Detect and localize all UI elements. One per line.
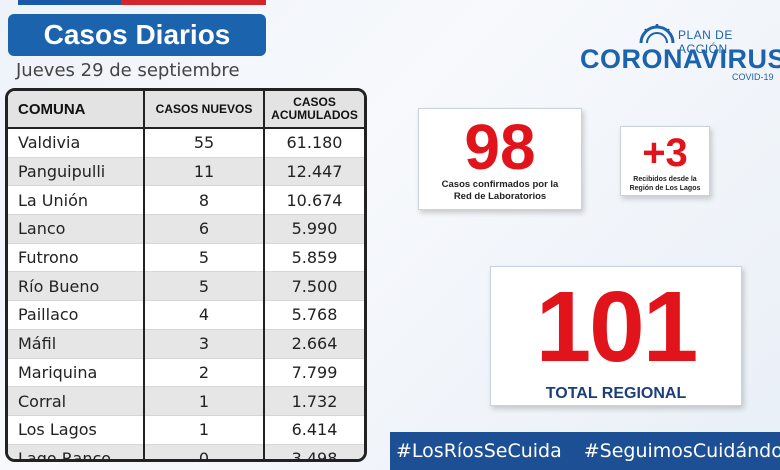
cell-casos-acumulados: 7.500	[264, 271, 364, 302]
cell-comuna: Paillaco	[8, 300, 145, 330]
lab-cases-card: 98 Casos confirmados por la Red de Labor…	[418, 108, 582, 210]
cell-casos-acumulados: 6.414	[264, 415, 364, 445]
cell-comuna: Los Lagos	[8, 415, 145, 445]
table-row: Panguipulli 11 12.447	[8, 157, 364, 187]
table-row: Futrono 5 5.859	[8, 243, 364, 273]
cell-comuna: Panguipulli	[8, 157, 145, 187]
cell-casos-nuevos: 11	[144, 157, 265, 187]
column-header-acumulados-line2: ACUMULADOS	[271, 108, 358, 122]
cell-casos-acumulados: 1.732	[264, 386, 364, 416]
cell-casos-nuevos: 0	[144, 444, 265, 459]
external-cases-label-line2: Región de Los Lagos	[629, 185, 701, 192]
table-row: Corral 1 1.732	[8, 386, 364, 416]
virus-icon	[639, 24, 675, 44]
lab-cases-label: Casos confirmados por la Red de Laborato…	[419, 179, 581, 203]
external-cases-card: +3 Recibidos desde la Región de Los Lago…	[620, 126, 710, 196]
cell-comuna: Valdivia	[8, 128, 145, 158]
column-header-nuevos: CASOS NUEVOS	[144, 91, 265, 129]
lab-cases-label-line1: Casos confirmados por la	[441, 179, 559, 190]
cell-casos-nuevos: 5	[144, 271, 265, 302]
column-header-comuna: COMUNA	[8, 91, 145, 129]
cell-casos-acumulados: 7.799	[264, 358, 364, 388]
cell-casos-acumulados: 5.859	[264, 243, 364, 273]
cell-casos-acumulados: 10.674	[264, 185, 364, 216]
cell-casos-nuevos: 6	[144, 214, 265, 244]
cell-casos-nuevos: 55	[144, 128, 265, 158]
table-row: Mariquina 2 7.799	[8, 358, 364, 388]
table-header-row: COMUNA CASOS NUEVOS CASOS ACUMULADOS	[8, 91, 364, 129]
total-regional-value: 101	[535, 271, 699, 383]
cell-casos-nuevos: 1	[144, 415, 265, 445]
coronavirus-logo: PLAN DE ACCIÓN CORONAVIRUS COVID-19	[580, 22, 780, 84]
cell-comuna: La Unión	[8, 185, 145, 216]
total-regional-label: TOTAL REGIONAL	[545, 385, 687, 402]
cell-casos-acumulados: 5.990	[264, 214, 364, 244]
cell-comuna: Corral	[8, 386, 145, 416]
cell-casos-nuevos: 5	[144, 243, 265, 273]
table-row: Lanco 6 5.990	[8, 214, 364, 244]
page-title-text: Casos Diarios	[43, 19, 231, 50]
table-row: Lago Ranco 0 3.498	[8, 444, 364, 459]
flag-stripe	[18, 0, 266, 5]
table-row: La Unión 8 10.674	[8, 185, 364, 216]
cell-comuna: Lanco	[8, 214, 145, 244]
cell-casos-nuevos: 3	[144, 329, 265, 359]
cases-table: COMUNA CASOS NUEVOS CASOS ACUMULADOS Val…	[5, 88, 367, 462]
cell-casos-acumulados: 5.768	[264, 300, 364, 330]
cell-casos-nuevos: 4	[144, 300, 265, 330]
cell-casos-acumulados: 3.498	[264, 444, 364, 459]
page-title: Casos Diarios	[8, 14, 266, 56]
column-header-acumulados: CASOS ACUMULADOS	[264, 91, 364, 129]
logo-sub-text: COVID-19	[732, 72, 774, 82]
table-row: Máfil 3 2.664	[8, 329, 364, 359]
logo-plan-text: PLAN DE ACCIÓN	[678, 28, 733, 56]
column-header-acumulados-line1: CASOS	[293, 95, 336, 109]
cell-casos-acumulados: 2.664	[264, 329, 364, 359]
hashtag-banner: #LosRíosSeCuida #SeguimosCuidándonos	[390, 432, 780, 470]
table-row: Los Lagos 1 6.414	[8, 415, 364, 445]
table-row: Río Bueno 5 7.500	[8, 271, 364, 302]
report-date: Jueves 29 de septiembre	[16, 60, 240, 81]
lab-cases-value: 98	[464, 111, 536, 183]
table-row: Paillaco 4 5.768	[8, 300, 364, 330]
cell-comuna: Máfil	[8, 329, 145, 359]
cell-casos-acumulados: 61.180	[264, 128, 364, 158]
cell-casos-nuevos: 1	[144, 386, 265, 416]
cell-casos-nuevos: 2	[144, 358, 265, 388]
hashtag-2: #SeguimosCuidándonos	[583, 440, 780, 462]
total-regional-card: 101 TOTAL REGIONAL	[490, 266, 742, 406]
hashtag-1: #LosRíosSeCuida	[396, 440, 562, 462]
cell-casos-nuevos: 8	[144, 185, 265, 216]
external-cases-label: Recibidos desde la Región de Los Lagos	[621, 175, 709, 193]
cell-comuna: Futrono	[8, 243, 145, 273]
cell-comuna: Lago Ranco	[8, 444, 145, 459]
external-cases-value: +3	[642, 131, 688, 175]
cell-comuna: Mariquina	[8, 358, 145, 388]
table-row: Valdivia 55 61.180	[8, 128, 364, 158]
logo-name-text: CORONAVIRUS	[580, 44, 780, 74]
cell-casos-acumulados: 12.447	[264, 157, 364, 187]
external-cases-label-line1: Recibidos desde la	[633, 176, 697, 183]
cell-comuna: Río Bueno	[8, 271, 145, 302]
lab-cases-label-line2: Red de Laboratorios	[453, 191, 547, 202]
